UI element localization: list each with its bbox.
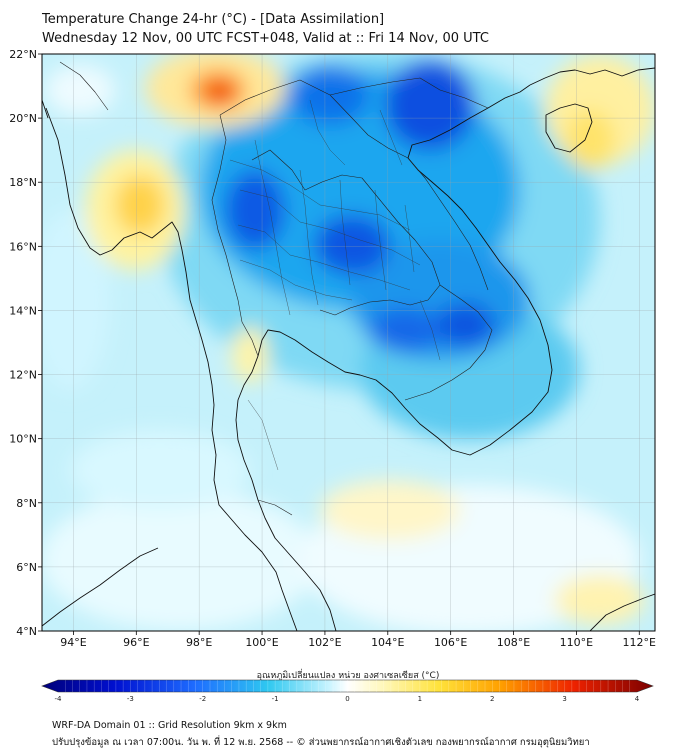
latitude-axis: 4°N 6°N 8°N 10°N 12°N 14°N 16°N 18°N 20°N 22°N bbox=[9, 48, 42, 638]
lat-tick-label: 8°N bbox=[16, 497, 37, 510]
chart-subtitle: Wednesday 12 Nov, 00 UTC FCST+048, Valid… bbox=[42, 31, 489, 46]
colorbar-tick-label: -1 bbox=[272, 695, 279, 703]
colorbar-tick-label: 4 bbox=[635, 695, 640, 703]
longitude-axis: 94°E 96°E 98°E 100°E 102°E 104°E 106°E 108°E 110… bbox=[60, 631, 656, 649]
colorbar-ticks: -4 -3 -2 -1 0 1 2 3 4 bbox=[55, 695, 640, 703]
footer-update-info: ปรับปรุงข้อมูล ณ เวลา 07:00น. วัน พ. ที่… bbox=[52, 737, 590, 748]
lat-tick-label: 14°N bbox=[9, 304, 37, 317]
lat-tick-label: 6°N bbox=[16, 561, 37, 574]
chart-title: Temperature Change 24-hr (°C) - [Data As… bbox=[42, 12, 385, 27]
plot-frame bbox=[41, 53, 656, 632]
graticule bbox=[42, 54, 655, 631]
lon-tick-label: 98°E bbox=[186, 636, 212, 649]
lon-tick-label: 100°E bbox=[245, 636, 278, 649]
temperature-change-map: 4°N 6°N 8°N 10°N 12°N 14°N 16°N 18°N 20°N 22°N 94… bbox=[9, 48, 656, 703]
colorbar bbox=[41, 679, 654, 693]
lat-tick-label: 12°N bbox=[9, 369, 37, 382]
lon-tick-label: 112°E bbox=[623, 636, 656, 649]
temperature-field bbox=[42, 54, 655, 631]
colorbar-steps bbox=[64, 680, 631, 692]
colorbar-tick-label: -3 bbox=[127, 695, 134, 703]
lon-tick-label: 106°E bbox=[434, 636, 467, 649]
footer-model-info: WRF-DA Domain 01 :: Grid Resolution 9km … bbox=[52, 720, 287, 731]
lat-tick-label: 16°N bbox=[9, 240, 37, 253]
lat-tick-label: 22°N bbox=[9, 48, 37, 61]
colorbar-tick-label: -2 bbox=[199, 695, 206, 703]
lon-tick-label: 108°E bbox=[497, 636, 530, 649]
lon-tick-label: 96°E bbox=[123, 636, 149, 649]
lat-tick-label: 10°N bbox=[9, 433, 37, 446]
colorbar-tick-label: 3 bbox=[562, 695, 566, 703]
colorbar-tick-label: -4 bbox=[55, 695, 63, 703]
lat-tick-label: 18°N bbox=[9, 176, 37, 189]
province-borders bbox=[229, 99, 441, 471]
lon-tick-label: 102°E bbox=[308, 636, 341, 649]
lon-tick-label: 104°E bbox=[371, 636, 404, 649]
lat-tick-label: 4°N bbox=[16, 625, 37, 638]
colorbar-tick-label: 1 bbox=[418, 695, 422, 703]
lon-tick-label: 94°E bbox=[60, 636, 86, 649]
colorbar-tick-label: 0 bbox=[345, 695, 349, 703]
colorbar-label: อุณหภูมิเปลี่ยนแปลง หน่วย องศาเซลเซียส (… bbox=[257, 668, 440, 681]
lon-tick-label: 110°E bbox=[560, 636, 593, 649]
colorbar-tick-label: 2 bbox=[490, 695, 494, 703]
country-borders bbox=[59, 61, 493, 516]
lat-tick-label: 20°N bbox=[9, 112, 37, 125]
coastlines bbox=[42, 67, 655, 631]
